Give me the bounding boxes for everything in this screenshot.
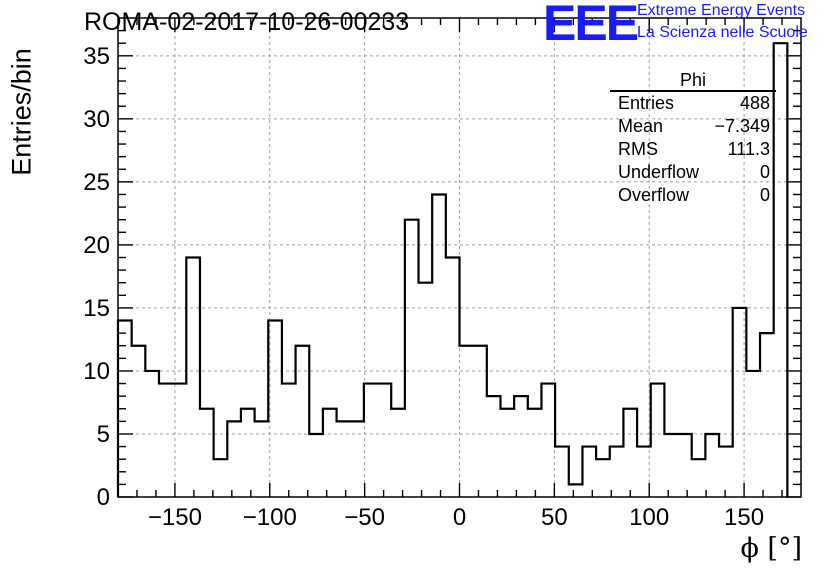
histogram-bin — [323, 409, 337, 497]
x-axis-label: ϕ [°] — [740, 533, 802, 564]
histogram-bin — [296, 346, 310, 497]
stats-row-underflow: Underflow 0 — [610, 161, 776, 184]
x-tick-label: 50 — [541, 504, 568, 531]
histogram-bin — [309, 434, 323, 497]
grid-lines — [118, 18, 801, 497]
stats-value: −7.349 — [714, 116, 770, 136]
stats-value: 0 — [759, 185, 770, 205]
histogram-bin — [282, 384, 296, 497]
histogram-bin — [733, 308, 747, 497]
histogram-bin — [186, 258, 200, 498]
histogram-bin — [664, 434, 678, 497]
plot-title: ROMA-02-2017-10-26-00233 — [84, 8, 410, 36]
stats-label: Mean — [618, 116, 664, 136]
y-tick-label: 15 — [83, 295, 110, 322]
y-axis-label: Entries/bin — [6, 48, 37, 176]
histogram-bin — [678, 434, 692, 497]
x-tick-label: −150 — [148, 504, 202, 531]
x-tick-label: 0 — [453, 504, 466, 531]
histogram-bin — [132, 346, 146, 497]
x-tick-label: 100 — [629, 504, 669, 531]
stats-row-entries: Entries 488 — [610, 92, 776, 115]
histogram-bin — [541, 384, 555, 497]
histogram-bin — [500, 409, 514, 497]
histogram-bin — [173, 384, 187, 497]
histogram-bin — [569, 484, 583, 497]
histogram-bin — [391, 409, 405, 497]
histogram-bin — [159, 384, 173, 497]
y-tick-label: 10 — [83, 358, 110, 385]
stats-value: 0 — [759, 162, 770, 182]
stats-value: 488 — [739, 93, 770, 113]
axes: −150 −100 −50 0 50 100 150 0 5 10 15 20 25 30 35 — [83, 17, 802, 531]
histogram-bin — [337, 421, 351, 497]
eee-logo: EEE — [543, 0, 639, 51]
y-tick-label: 5 — [97, 421, 110, 448]
histogram-bin — [200, 409, 214, 497]
y-tick-label: 25 — [83, 169, 110, 196]
histogram-bin — [746, 371, 760, 497]
histogram-bars — [116, 42, 789, 498]
histogram-bin — [446, 258, 460, 498]
histogram-bin — [460, 346, 474, 497]
x-tick-label: −50 — [344, 504, 385, 531]
stats-row-overflow: Overflow 0 — [610, 184, 776, 207]
stats-row-mean: Mean −7.349 — [610, 115, 776, 138]
histogram-bin — [378, 384, 392, 497]
histogram-bin — [487, 396, 501, 497]
stats-row-rms: RMS 111.3 — [610, 138, 776, 161]
histogram-bin — [555, 447, 569, 497]
histogram-bin — [473, 346, 487, 497]
stats-box-title: Phi — [610, 70, 776, 92]
y-tick-label: 20 — [83, 232, 110, 259]
histogram-bin — [596, 459, 610, 497]
stats-label: Entries — [618, 93, 675, 113]
logo-line-1: Extreme Energy Events — [637, 2, 806, 19]
histogram-bin — [241, 409, 255, 497]
x-tick-label: −100 — [243, 504, 297, 531]
histogram-bin — [145, 371, 159, 497]
stats-label: RMS — [618, 139, 658, 159]
histogram-bin — [610, 447, 624, 497]
stats-label: Underflow — [618, 162, 700, 182]
histogram-bin — [514, 396, 528, 497]
y-tick-label: 30 — [83, 106, 110, 133]
histogram-bin — [214, 459, 228, 497]
histogram-bin — [255, 421, 269, 497]
histogram-bin — [268, 321, 282, 497]
histogram-bin — [364, 384, 378, 497]
histogram-bin — [582, 447, 596, 497]
histogram-bin — [350, 421, 364, 497]
histogram-outline — [116, 42, 789, 497]
histogram-bin — [623, 409, 637, 497]
y-tick-label: 35 — [83, 43, 110, 70]
logo-line-2: La Scienza nelle Scuole — [637, 24, 808, 41]
histogram-bin — [760, 333, 774, 497]
histogram-bin — [432, 194, 446, 497]
histogram-bin — [528, 409, 542, 497]
histogram-bin — [719, 447, 733, 497]
histogram-bin — [692, 459, 706, 497]
histogram-bin — [651, 384, 665, 497]
x-tick-label: 150 — [724, 504, 764, 531]
stats-box: Phi Entries 488 Mean −7.349 RMS 111.3 Un… — [610, 70, 776, 207]
histogram-bin — [705, 434, 719, 497]
histogram-bin — [419, 283, 433, 497]
stats-value: 111.3 — [727, 139, 770, 159]
stats-label: Overflow — [618, 185, 690, 205]
histogram-bin — [405, 220, 419, 497]
histogram-bin — [227, 421, 241, 497]
y-tick-label: 0 — [97, 484, 110, 511]
